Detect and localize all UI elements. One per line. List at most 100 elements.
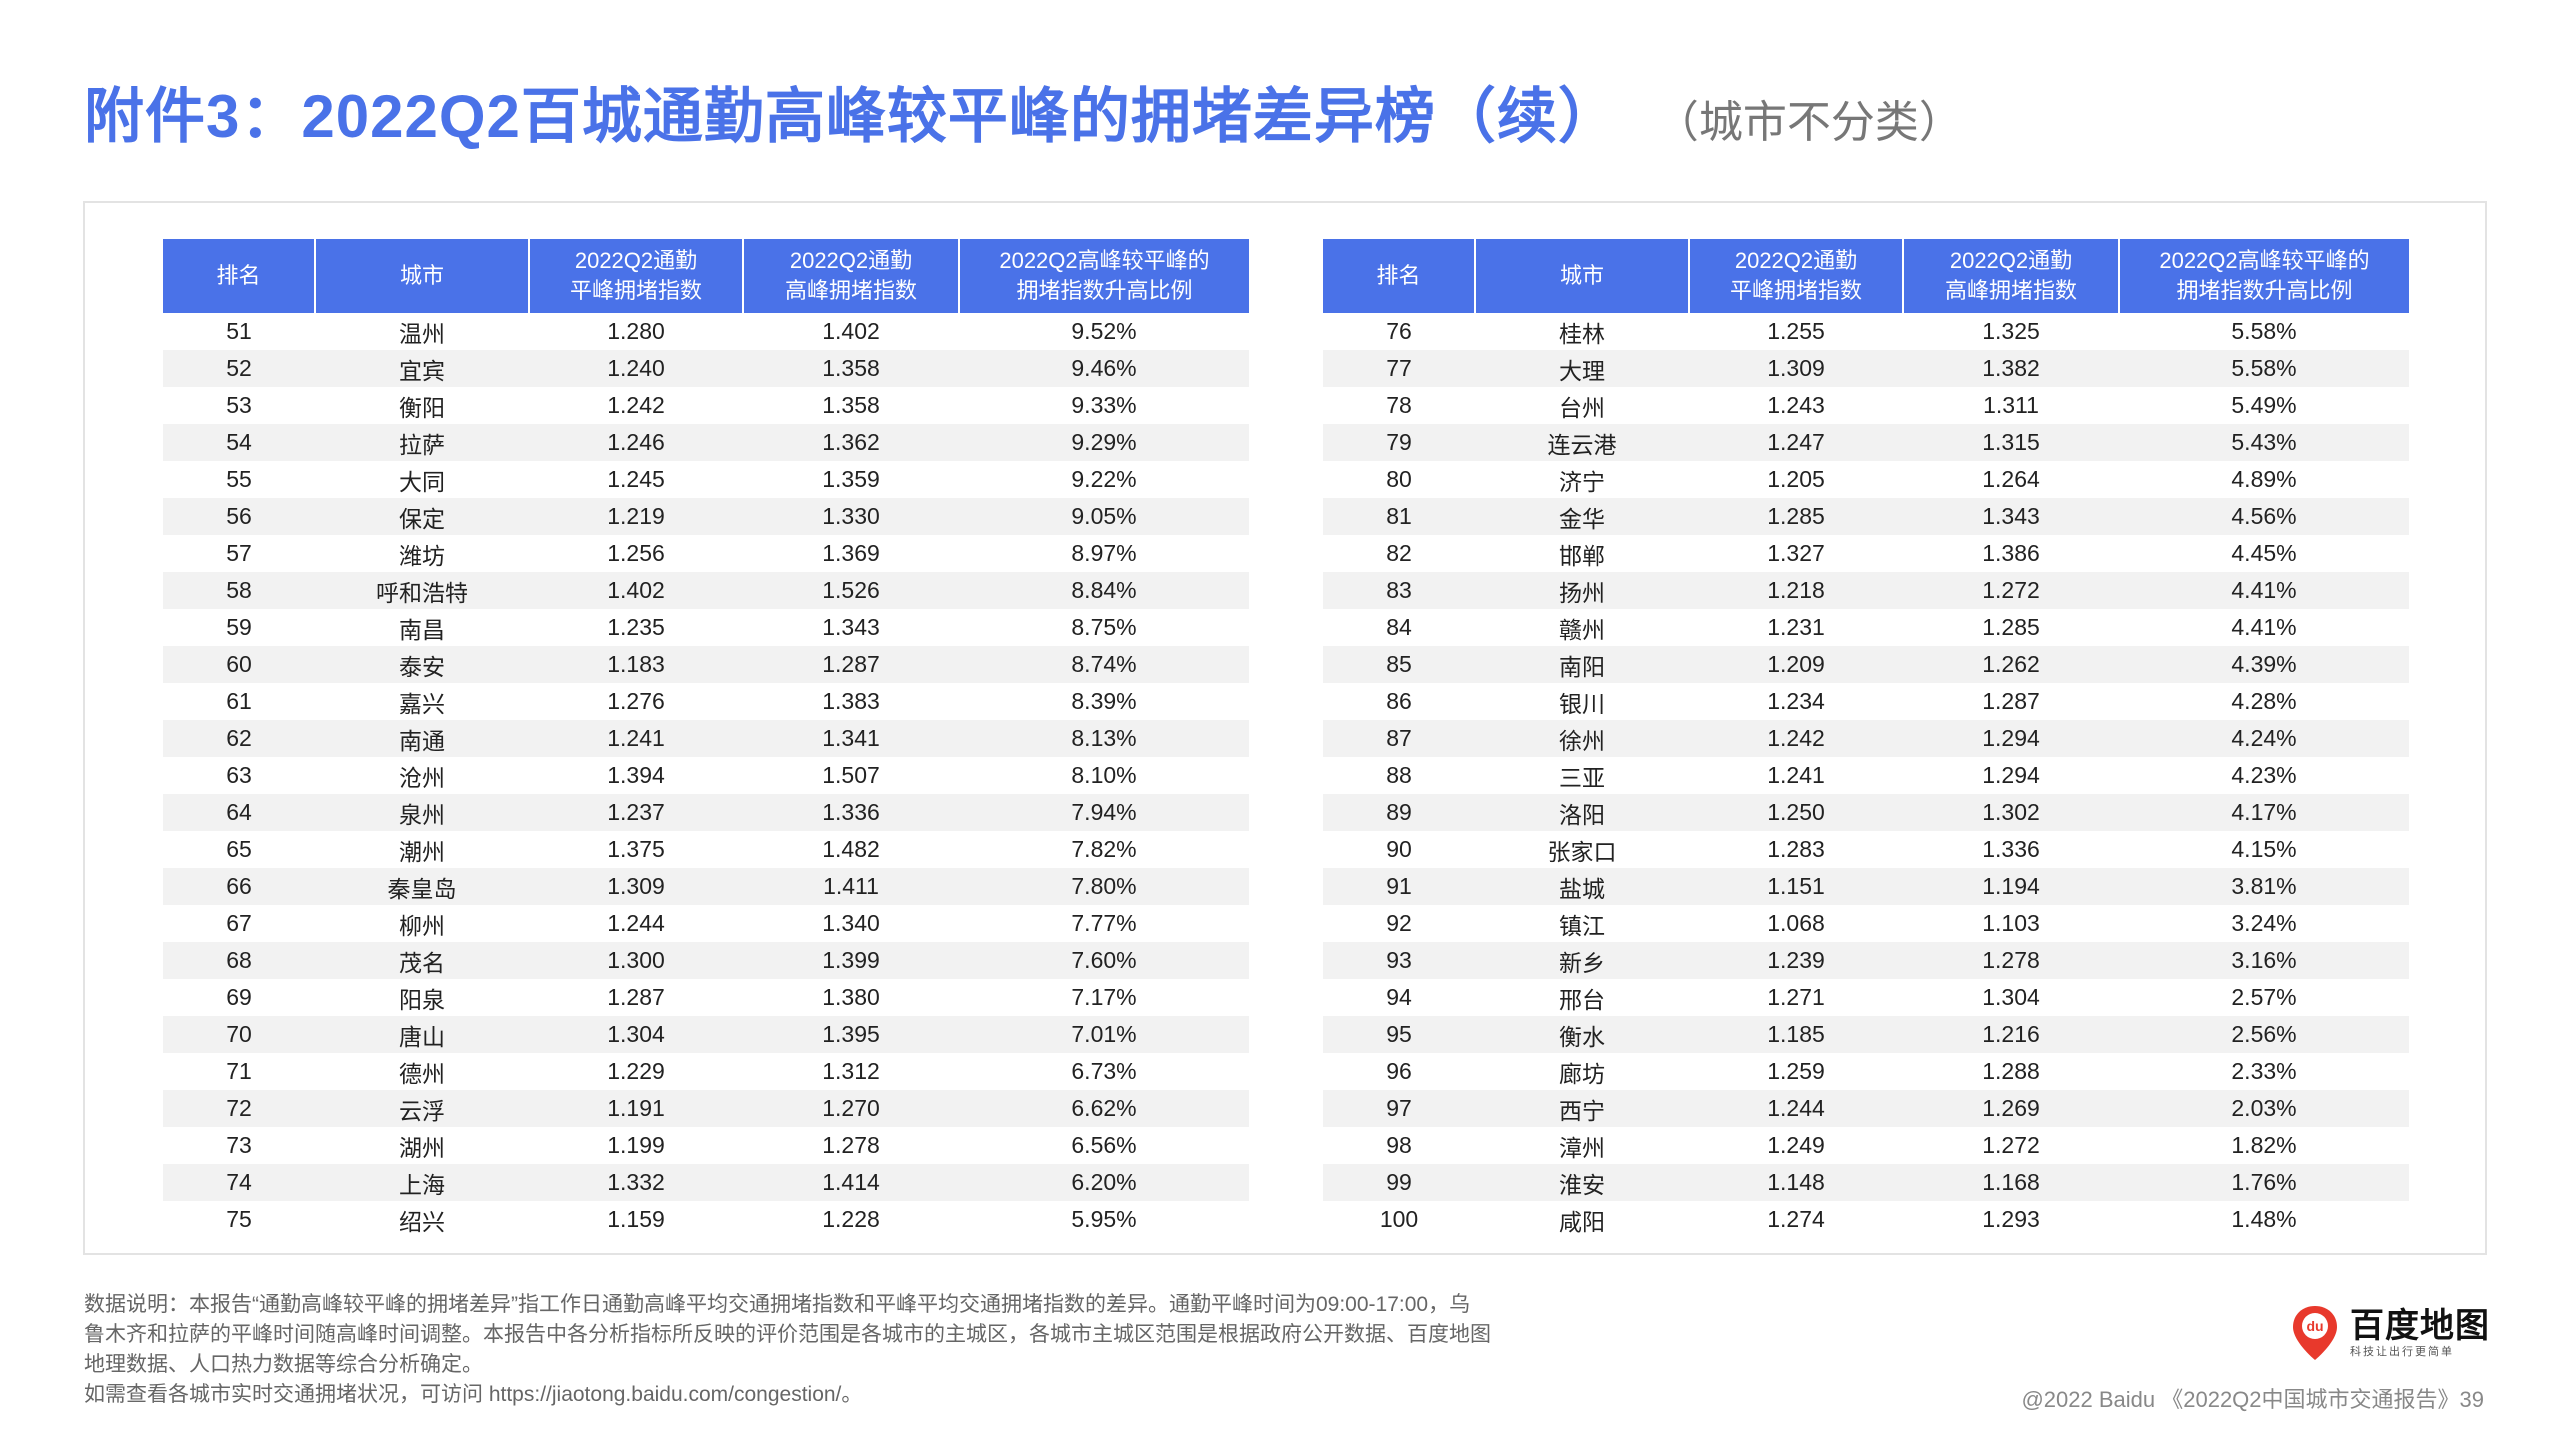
offpeak-index-cell: 1.068	[1767, 910, 1825, 936]
page-title: 附件3：2022Q2百城通勤高峰较平峰的拥堵差异榜（续）	[84, 83, 1619, 150]
note-line: 数据说明：本报告“通勤高峰较平峰的拥堵差异”指工作日通勤高峰平均交通拥堵指数和平…	[84, 1293, 1471, 1316]
increase-ratio-cell: 9.46%	[959, 350, 1249, 387]
peak-index-cell: 1.288	[1982, 1058, 2040, 1084]
table-row: 67 柳州 1.244 1.340 7.77%	[163, 905, 1249, 942]
increase-ratio-cell: 6.56%	[1071, 1132, 1137, 1158]
increase-ratio-cell: 1.82%	[2231, 1132, 2297, 1158]
increase-ratio-cell: 4.41%	[2231, 614, 2297, 640]
city-cell: 衡水	[1475, 1016, 1689, 1053]
rank-cell: 71	[226, 1058, 252, 1084]
table-row: 56 保定 1.219 1.330 9.05%	[163, 498, 1249, 535]
city-cell: 沧州	[399, 764, 445, 791]
increase-ratio-cell: 7.60%	[959, 942, 1249, 979]
table-row: 57 潍坊 1.256 1.369 8.97%	[163, 535, 1249, 572]
column-header: 2022Q2通勤 平峰拥堵指数	[1689, 239, 1904, 313]
offpeak-index-cell: 1.250	[1689, 794, 1903, 831]
offpeak-index-cell: 1.244	[607, 910, 665, 936]
peak-index-cell: 1.262	[1903, 646, 2119, 683]
peak-index-cell: 1.194	[1903, 868, 2119, 905]
city-cell: 泉州	[315, 794, 529, 831]
city-cell: 柳州	[399, 912, 445, 939]
peak-index-cell: 1.526	[743, 572, 959, 609]
rank-cell: 69	[226, 984, 252, 1010]
offpeak-index-cell: 1.375	[607, 836, 665, 862]
city-cell: 盐城	[1475, 868, 1689, 905]
peak-index-cell: 1.315	[1903, 424, 2119, 461]
table-row: 58 呼和浩特 1.402 1.526 8.84%	[163, 572, 1249, 609]
city-cell: 桂林	[1559, 320, 1605, 347]
logo-slogan: 科技让出行更简单	[2350, 1346, 2454, 1358]
rank-cell: 56	[163, 498, 315, 535]
city-cell: 徐州	[1475, 720, 1689, 757]
table-row: 75 绍兴 1.159 1.228 5.95%	[163, 1201, 1249, 1238]
increase-ratio-cell: 4.56%	[2119, 498, 2409, 535]
table-row: 85 南阳 1.209 1.262 4.39%	[1323, 646, 2409, 683]
offpeak-index-cell: 1.185	[1689, 1016, 1903, 1053]
table-row: 64 泉州 1.237 1.336 7.94%	[163, 794, 1249, 831]
city-cell: 保定	[315, 498, 529, 535]
rank-cell: 90	[1386, 836, 1412, 862]
increase-ratio-cell: 1.48%	[2231, 1206, 2297, 1232]
rank-cell: 93	[1323, 942, 1475, 979]
increase-ratio-cell: 5.43%	[2119, 424, 2409, 461]
offpeak-index-cell: 1.309	[1689, 350, 1903, 387]
offpeak-index-cell: 1.148	[1689, 1164, 1903, 1201]
map-pin-logo-icon: du	[2290, 1304, 2340, 1362]
rank-cell: 73	[226, 1132, 252, 1158]
peak-index-cell: 1.103	[1982, 910, 2040, 936]
rank-cell: 57	[226, 540, 252, 566]
increase-ratio-cell: 2.57%	[2231, 984, 2297, 1010]
table-row: 99 淮安 1.148 1.168 1.76%	[1323, 1164, 2409, 1201]
city-cell: 连云港	[1475, 424, 1689, 461]
city-cell: 银川	[1559, 690, 1605, 717]
logo-name: 百度地图	[2350, 1307, 2490, 1345]
offpeak-index-cell: 1.183	[529, 646, 743, 683]
column-header: 城市	[1475, 239, 1690, 313]
city-cell: 德州	[399, 1060, 445, 1087]
offpeak-index-cell: 1.235	[607, 614, 665, 640]
table-row: 69 阳泉 1.287 1.380 7.17%	[163, 979, 1249, 1016]
peak-index-cell: 1.330	[743, 498, 959, 535]
city-cell: 宜宾	[315, 350, 529, 387]
offpeak-index-cell: 1.246	[529, 424, 743, 461]
increase-ratio-cell: 8.74%	[959, 646, 1249, 683]
rank-cell: 94	[1386, 984, 1412, 1010]
city-cell: 济宁	[1559, 468, 1605, 495]
offpeak-index-cell: 1.237	[529, 794, 743, 831]
rank-cell: 95	[1323, 1016, 1475, 1053]
increase-ratio-cell: 5.49%	[2231, 392, 2297, 418]
offpeak-index-cell: 1.332	[529, 1164, 743, 1201]
rank-cell: 59	[226, 614, 252, 640]
rank-cell: 98	[1386, 1132, 1412, 1158]
city-cell: 衡阳	[399, 394, 445, 421]
table-row: 95 衡水 1.185 1.216 2.56%	[1323, 1016, 2409, 1053]
peak-index-cell: 1.414	[743, 1164, 959, 1201]
peak-index-cell: 1.386	[1982, 540, 2040, 566]
peak-index-cell: 1.383	[822, 688, 880, 714]
increase-ratio-cell: 2.33%	[2231, 1058, 2297, 1084]
city-cell: 淮安	[1475, 1164, 1689, 1201]
table-row: 74 上海 1.332 1.414 6.20%	[163, 1164, 1249, 1201]
table-row: 96 廊坊 1.259 1.288 2.33%	[1323, 1053, 2409, 1090]
column-header: 2022Q2高峰较平峰的 拥堵指数升高比例	[959, 239, 1249, 313]
city-cell: 唐山	[315, 1016, 529, 1053]
rank-cell: 74	[163, 1164, 315, 1201]
city-cell: 绍兴	[399, 1208, 445, 1235]
peak-index-cell: 1.343	[822, 614, 880, 640]
ranking-table-left: 排名 城市 2022Q2通勤 平峰拥堵指数 2022Q2通勤 高峰拥堵指数 2022Q2高峰…	[163, 239, 1249, 1238]
rank-cell: 76	[1386, 318, 1412, 344]
city-cell: 三亚	[1559, 764, 1605, 791]
svg-text:du: du	[2306, 1318, 2323, 1334]
offpeak-index-cell: 1.241	[529, 720, 743, 757]
city-cell: 金华	[1475, 498, 1689, 535]
offpeak-index-cell: 1.245	[607, 466, 665, 492]
peak-index-cell: 1.311	[1983, 392, 2039, 418]
increase-ratio-cell: 7.82%	[1071, 836, 1137, 862]
offpeak-index-cell: 1.205	[1767, 466, 1825, 492]
column-header: 城市	[315, 239, 530, 313]
baidu-map-logo: du 百度地图 科技让出行更简单	[2290, 1302, 2490, 1364]
offpeak-index-cell: 1.247	[1689, 424, 1903, 461]
increase-ratio-cell: 3.16%	[2119, 942, 2409, 979]
table-header-row: 排名 城市 2022Q2通勤 平峰拥堵指数 2022Q2通勤 高峰拥堵指数 2022Q2高峰…	[163, 239, 1249, 313]
increase-ratio-cell: 8.75%	[1071, 614, 1137, 640]
